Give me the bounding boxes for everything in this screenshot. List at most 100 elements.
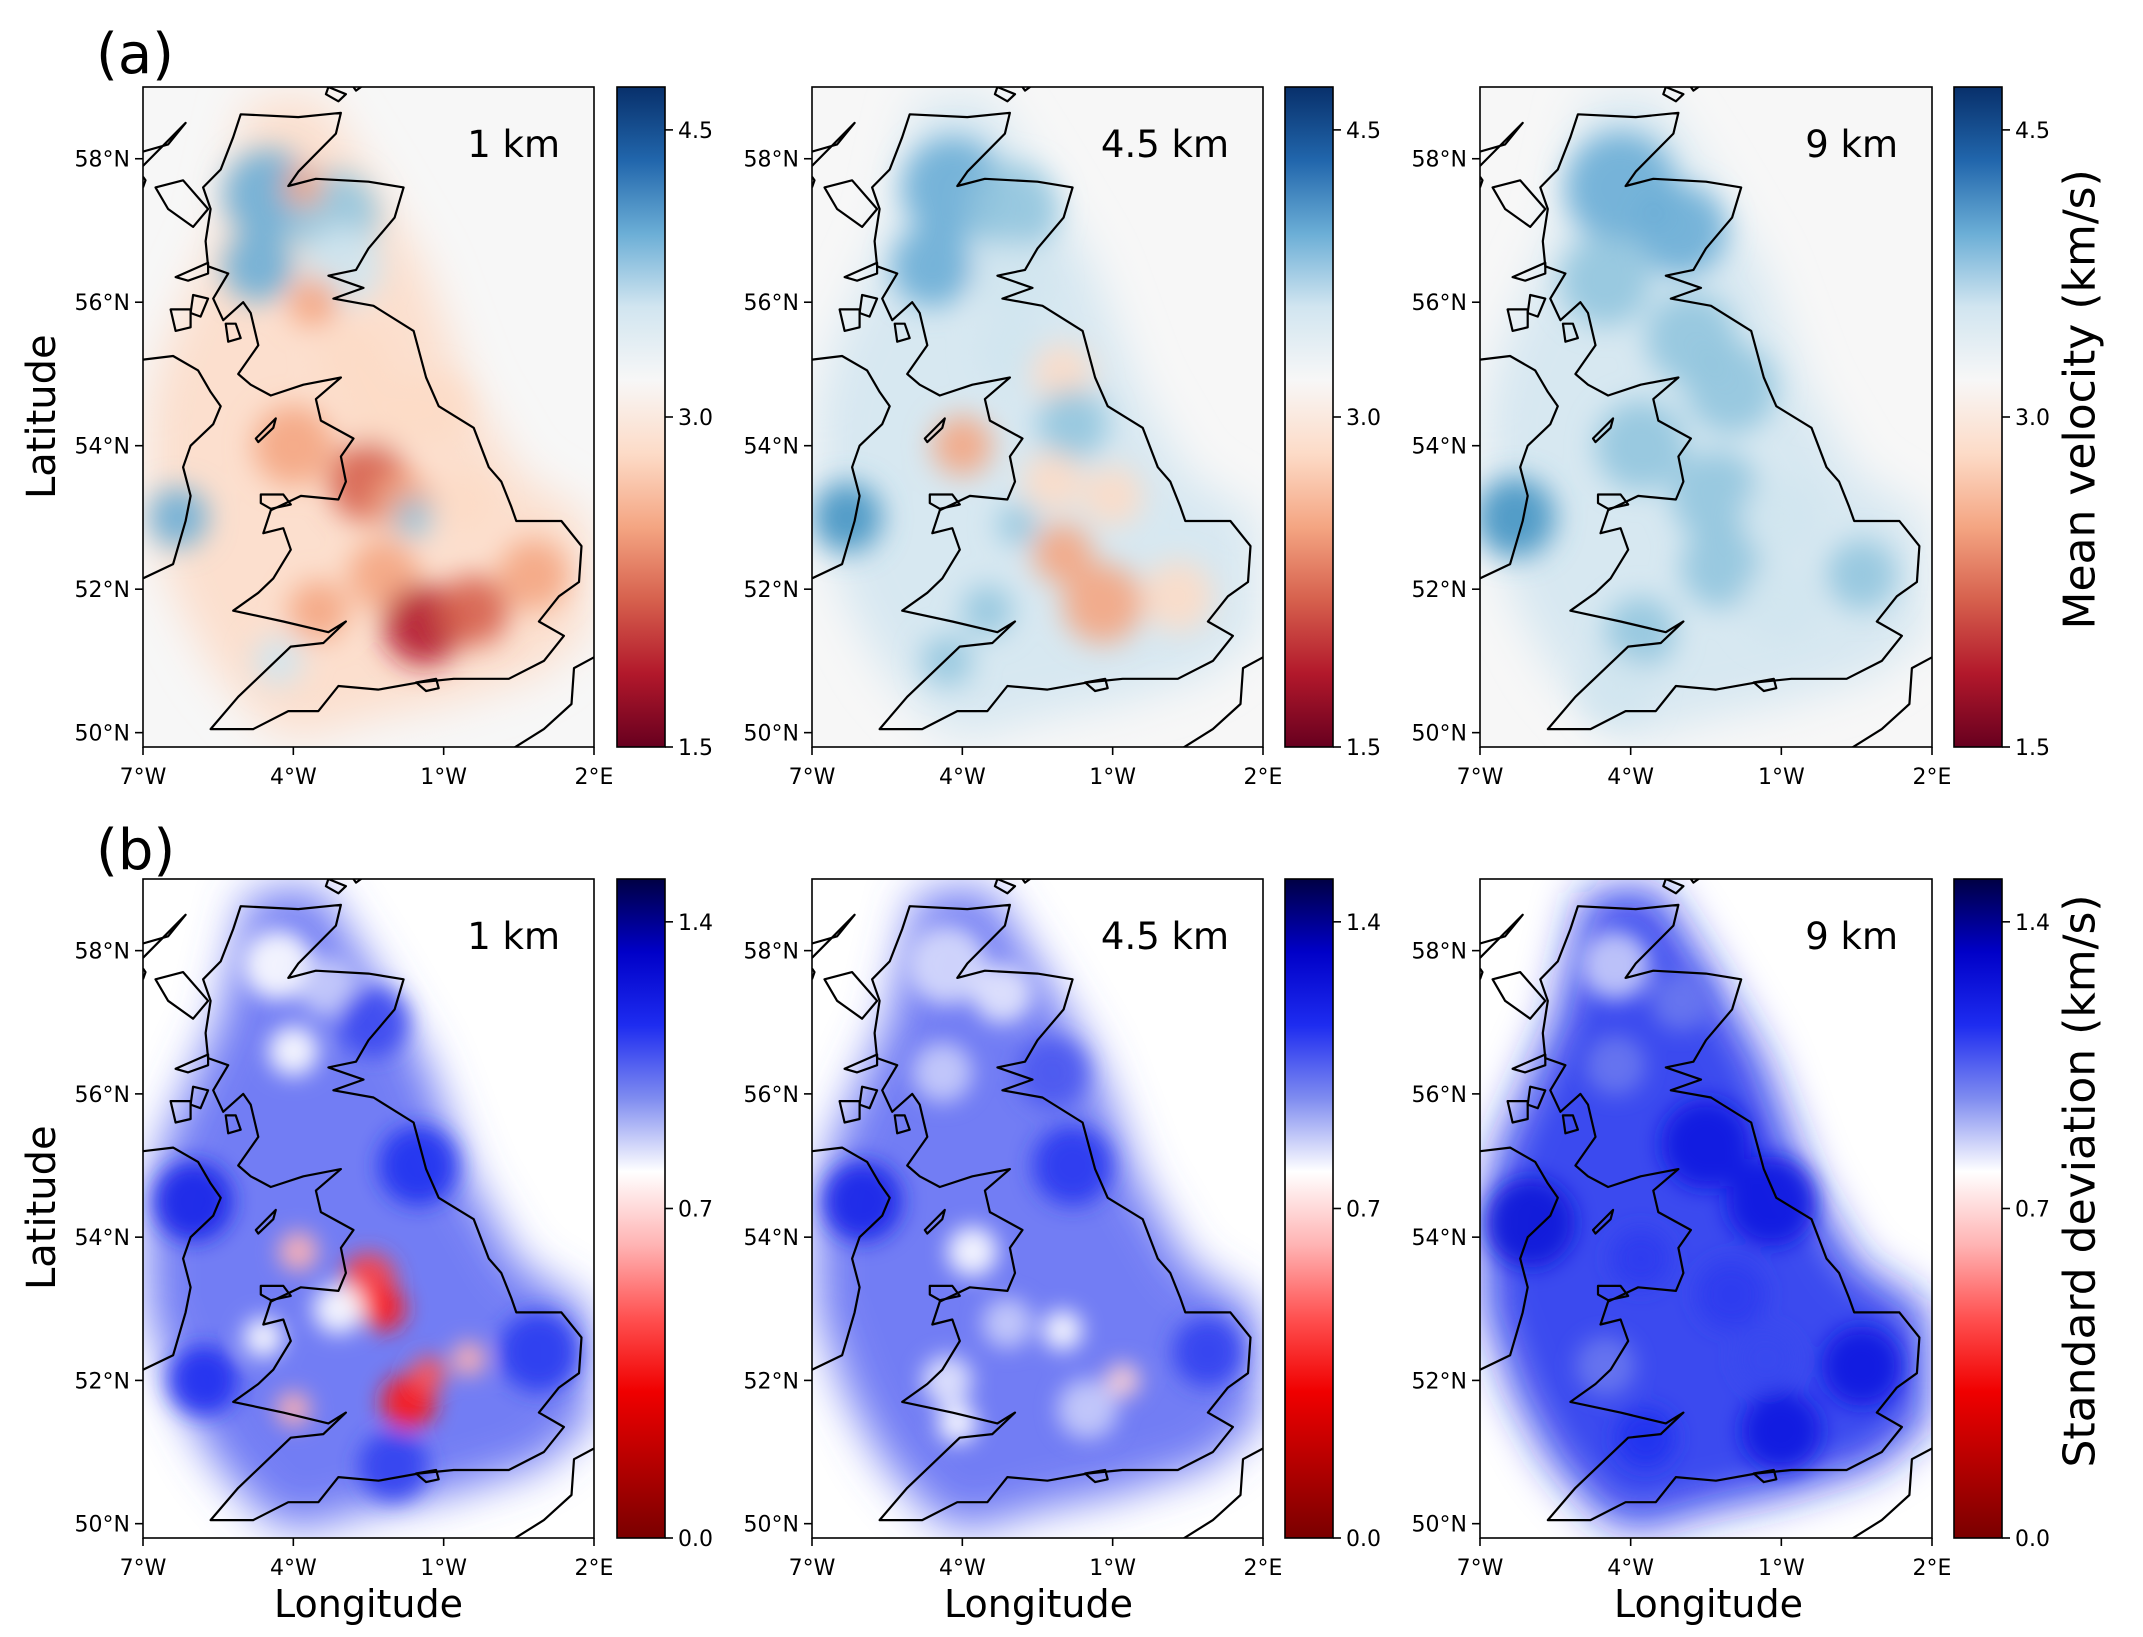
lat-tick-label: 58°N: [1412, 940, 1467, 965]
field-anomaly: [253, 405, 334, 486]
field-anomaly: [438, 575, 509, 646]
colorbar-tick-label: 3.0: [1346, 406, 1381, 431]
field-anomaly: [1741, 563, 1822, 644]
field-anomaly: [243, 929, 314, 1001]
field-anomaly: [1042, 1310, 1083, 1351]
coastline: [1480, 87, 1932, 747]
lon-tick-label: 7°W: [1457, 1556, 1504, 1581]
lat-tick-label: 50°N: [75, 722, 130, 747]
field-anomaly: [153, 1161, 234, 1242]
field-anomaly: [947, 1226, 998, 1277]
lat-tick-label: 52°N: [1412, 1369, 1467, 1394]
lat-tick-label: 52°N: [75, 578, 130, 603]
lon-tick-label: 7°W: [1457, 765, 1504, 790]
lat-tick-label: 50°N: [1412, 1513, 1467, 1538]
lon-tick-label: 4°W: [939, 765, 986, 790]
lat-tick-label: 56°N: [744, 1083, 799, 1108]
field-anomaly: [1741, 1390, 1822, 1471]
field-anomaly: [360, 1286, 407, 1332]
velocity-field: [817, 886, 1258, 1531]
field-anomaly: [223, 231, 294, 302]
field-anomaly: [147, 487, 209, 548]
colorbar-tick-label: 0.7: [678, 1198, 713, 1223]
lat-tick-label: 56°N: [1412, 291, 1467, 316]
velocity-field: [1485, 886, 1927, 1531]
field-anomaly: [1660, 1098, 1752, 1190]
field-anomaly: [1680, 527, 1762, 608]
lat-tick-label: 58°N: [75, 940, 130, 965]
colorbar: 4.5 3.0 1.5: [1284, 86, 1381, 761]
colorbar-tick-label: 0.0: [1346, 1527, 1381, 1552]
field-anomaly: [498, 539, 569, 611]
lat-tick-label: 56°N: [75, 1083, 130, 1108]
map-frame: [142, 878, 595, 1539]
field-anomaly: [1821, 1325, 1902, 1407]
field-anomaly: [1017, 1037, 1088, 1108]
colorbar-ramp: [1953, 86, 2003, 748]
map-frame: [1479, 86, 1933, 748]
velocity-field: [148, 886, 589, 1531]
field-anomaly: [283, 167, 324, 208]
field-anomaly: [997, 504, 1038, 545]
xlabel-map-2: Longitude: [944, 1582, 1133, 1626]
map-panel-a-3: 9 km 58°N 56°N 54°N 52°N 50°N 7°W 4°W 1°W 2°E 4.5 3…: [1412, 86, 2050, 790]
lat-tick-label: 58°N: [1412, 148, 1467, 173]
field-anomaly: [451, 1341, 487, 1377]
lat-tick-label: 52°N: [744, 578, 799, 603]
field-anomaly: [433, 472, 494, 534]
field-anomaly: [1575, 1335, 1636, 1397]
row-a-ylabel: Latitude: [19, 334, 65, 499]
lon-tick-label: 1°W: [1758, 1556, 1805, 1581]
field-anomaly: [1605, 597, 1676, 668]
colorbar-tick-label: 4.5: [2015, 119, 2050, 144]
field-anomaly: [1057, 1378, 1118, 1440]
coastline: [1480, 879, 1932, 1538]
lon-tick-label: 7°W: [789, 765, 836, 790]
field-anomaly: [1580, 654, 1651, 725]
colorbar-tick-label: 4.5: [1346, 119, 1381, 144]
lon-tick-label: 2°E: [575, 1556, 614, 1581]
field-anomaly: [922, 635, 973, 687]
colorbar-tick-label: 1.4: [2015, 911, 2050, 936]
map-frame: [811, 86, 1264, 748]
colorbar-tick-label: 1.5: [1346, 736, 1381, 761]
colorbar-a-label: Mean velocity (km/s): [2054, 169, 2106, 630]
field-anomaly: [1650, 970, 1711, 1031]
map-panel-b-3: 9 km 58°N 56°N 54°N 52°N 50°N 7°W 4°W 1°W 2°E 1.4 0…: [1412, 878, 2050, 1581]
lon-tick-label: 2°E: [1913, 1556, 1952, 1581]
colorbar-tick-label: 1.5: [678, 736, 713, 761]
colorbar-tick-label: 3.0: [2015, 406, 2050, 431]
field-anomaly: [1615, 1407, 1676, 1468]
field-anomaly: [1082, 465, 1143, 527]
map-panel-a-1: 1 km 58°N 56°N 54°N 52°N 50°N 7°W 4°W 1°W 2°E 4.5 3…: [75, 86, 713, 790]
depth-label: 9 km: [1805, 915, 1898, 958]
field-anomaly: [313, 1283, 364, 1334]
field-anomaly: [358, 1431, 429, 1502]
panel-letter-b: (b): [96, 818, 176, 883]
lon-tick-label: 4°W: [939, 1556, 986, 1581]
field-anomaly: [1670, 450, 1762, 542]
colorbar-tick-label: 4.5: [678, 119, 713, 144]
field-anomaly: [498, 1311, 579, 1392]
depth-label: 1 km: [467, 915, 560, 958]
field-anomaly: [1726, 1156, 1817, 1247]
lat-tick-label: 52°N: [75, 1369, 130, 1394]
depth-label: 4.5 km: [1101, 915, 1229, 958]
xlabel-map-1: Longitude: [274, 1582, 463, 1626]
lat-tick-label: 52°N: [744, 1369, 799, 1394]
lat-tick-label: 54°N: [744, 435, 799, 460]
coastline: [143, 87, 594, 747]
colorbar-tick-label: 0.7: [1346, 1198, 1381, 1223]
lon-tick-label: 2°E: [1913, 765, 1952, 790]
lat-tick-label: 50°N: [744, 1513, 799, 1538]
field-anomaly: [1580, 929, 1651, 1001]
colorbar-tick-label: 1.4: [678, 911, 713, 936]
colorbar: 4.5 3.0 1.5: [616, 86, 713, 761]
lat-tick-label: 54°N: [1412, 435, 1467, 460]
field-anomaly: [1485, 1177, 1576, 1268]
field-anomaly: [1105, 1362, 1141, 1398]
lon-tick-label: 1°W: [1758, 765, 1805, 790]
map-frame: [1479, 878, 1933, 1539]
coastline: [812, 879, 1263, 1538]
